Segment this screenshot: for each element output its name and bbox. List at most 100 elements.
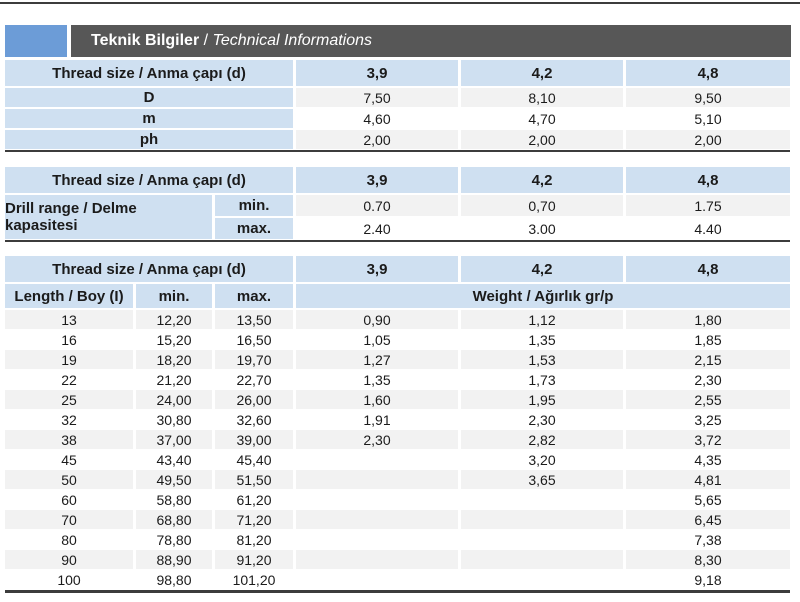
weight-cell — [461, 530, 623, 549]
weight-cell: 1,91 — [363, 411, 391, 428]
weight-cell — [296, 550, 458, 569]
max-cell: 22,70 — [236, 371, 272, 388]
weight-cell: 4,35 — [694, 451, 722, 468]
table-cell: 2,00 — [296, 130, 458, 149]
weight-cell: 2,30 — [528, 411, 556, 428]
weight-cell: 3,72 — [626, 430, 790, 449]
min-cell: 49,50 — [136, 470, 212, 489]
max-cell: 13,50 — [215, 310, 293, 329]
weight-cell: 1,27 — [296, 350, 458, 369]
weight-cell — [296, 510, 458, 529]
min-cell: 78,80 — [156, 531, 192, 548]
weight-cell: 1,53 — [461, 350, 623, 369]
min-cell: 24,00 — [136, 390, 212, 409]
length-cell: 70 — [5, 510, 133, 529]
accent-block — [5, 25, 67, 57]
length-cell: 19 — [5, 350, 133, 369]
weight-cell: 2,30 — [296, 430, 458, 449]
max-cell: 101,20 — [232, 571, 276, 588]
min-header: min. — [136, 284, 212, 308]
max-cell: 71,20 — [215, 510, 293, 529]
weight-cell — [461, 570, 623, 589]
max-cell: 81,20 — [236, 531, 272, 548]
thread-size-value: 4,8 — [626, 256, 790, 282]
length-cell: 60 — [61, 491, 77, 508]
weight-cell — [296, 570, 458, 589]
length-cell: 16 — [61, 331, 77, 348]
min-label: min. — [215, 195, 293, 216]
weight-cell — [296, 530, 458, 549]
weight-cell: 1,73 — [528, 371, 556, 388]
dimensions-table: Thread size / Anma çapı (d) 3,9 4,2 4,8 … — [5, 60, 790, 149]
length-cell: 90 — [5, 550, 133, 569]
weight-header: Weight / Ağırlık gr/p — [296, 284, 790, 308]
weight-cell: 9,18 — [694, 571, 722, 588]
weight-cell: 2,82 — [461, 430, 623, 449]
table-cell: 5,10 — [694, 110, 722, 127]
max-cell: 26,00 — [215, 390, 293, 409]
weight-cell — [461, 510, 623, 529]
min-cell: 88,90 — [136, 550, 212, 569]
thread-size-value: 3,9 — [296, 256, 458, 282]
table2-bottom-border — [5, 240, 790, 242]
table-cell: 9,50 — [626, 88, 790, 107]
weight-cell: 1,12 — [461, 310, 623, 329]
weight-cell: 7,38 — [694, 531, 722, 548]
weight-cell — [461, 550, 623, 569]
length-header: Length / Boy (I) — [5, 284, 133, 308]
length-weight-table-header: Thread size / Anma çapı (d) 3,9 4,2 4,8 … — [5, 256, 790, 308]
thread-size-value: 4,2 — [461, 256, 623, 282]
weight-cell: 2,55 — [626, 390, 790, 409]
min-cell: 12,20 — [136, 310, 212, 329]
length-cell: 45 — [61, 451, 77, 468]
max-cell: 45,40 — [236, 451, 272, 468]
length-cell: 50 — [5, 470, 133, 489]
weight-cell: 1,05 — [363, 331, 391, 348]
weight-cell — [296, 490, 458, 509]
length-cell: 100 — [57, 571, 81, 588]
weight-cell: 3,65 — [461, 470, 623, 489]
min-cell: 98,80 — [156, 571, 192, 588]
weight-cell: 8,30 — [626, 550, 790, 569]
length-cell: 32 — [61, 411, 77, 428]
max-cell: 61,20 — [236, 491, 272, 508]
max-label: max. — [215, 218, 293, 239]
thread-size-header: Thread size / Anma çapı (d) — [5, 256, 293, 282]
max-cell: 39,00 — [215, 430, 293, 449]
min-cell: 58,80 — [156, 491, 192, 508]
max-cell: 91,20 — [215, 550, 293, 569]
page-title-separator: / — [199, 32, 213, 49]
row-label: m — [5, 109, 293, 128]
length-cell: 80 — [61, 531, 77, 548]
thread-size-value: 3,9 — [296, 60, 458, 86]
length-weight-table-body: 13 12,20 13,50 0,90 1,12 1,80 16 15,20 1… — [5, 310, 790, 589]
drill-range-table: Thread size / Anma çapı (d) 3,9 4,2 4,8 … — [5, 167, 790, 239]
page-title-subtitle: Technical Informations — [212, 32, 373, 49]
max-cell: 19,70 — [215, 350, 293, 369]
min-cell: 37,00 — [136, 430, 212, 449]
table-cell: 2,00 — [626, 130, 790, 149]
length-cell: 13 — [5, 310, 133, 329]
weight-cell: 6,45 — [626, 510, 790, 529]
weight-cell — [296, 470, 458, 489]
table-cell: 1.75 — [626, 195, 790, 216]
title-bar: Teknik Bilgiler / Technical Informations — [5, 25, 800, 57]
table-cell: 0,70 — [461, 195, 623, 216]
weight-cell: 5,65 — [694, 491, 722, 508]
thread-size-value: 4,2 — [461, 60, 623, 86]
length-cell: 25 — [5, 390, 133, 409]
length-cell: 22 — [61, 371, 77, 388]
min-cell: 15,20 — [156, 331, 192, 348]
weight-cell: 1,35 — [528, 331, 556, 348]
min-cell: 30,80 — [156, 411, 192, 428]
table-cell: 2,00 — [461, 130, 623, 149]
min-cell: 43,40 — [156, 451, 192, 468]
weight-cell: 3,20 — [528, 451, 556, 468]
page-title: Teknik Bilgiler — [91, 32, 200, 49]
weight-cell: 3,25 — [694, 411, 722, 428]
top-border-line — [0, 2, 800, 4]
min-cell: 21,20 — [156, 371, 192, 388]
table-cell: 4,60 — [363, 110, 391, 127]
row-label: D — [5, 88, 293, 107]
weight-cell: 1,95 — [461, 390, 623, 409]
